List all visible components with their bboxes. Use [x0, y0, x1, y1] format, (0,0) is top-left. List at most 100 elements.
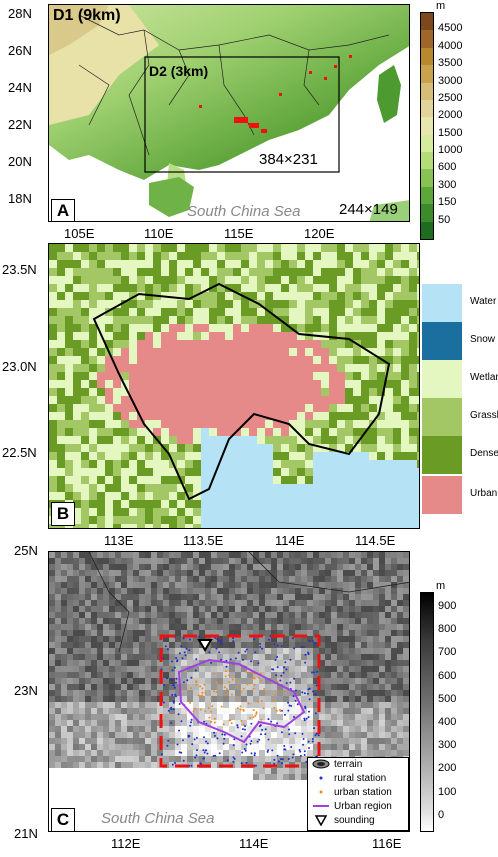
rural-station [291, 756, 294, 759]
urban-station [228, 674, 231, 677]
rural-station [314, 642, 317, 645]
rural-station [296, 703, 299, 706]
colorbar-a-tick: 1500 [438, 126, 463, 139]
rural-station [285, 668, 288, 671]
rural-station [215, 647, 218, 650]
rural-station [173, 666, 176, 669]
rural-station [277, 760, 280, 763]
colorbar-a-segment [421, 47, 433, 66]
rural-station [220, 642, 223, 645]
urban-station [226, 688, 228, 691]
rural-station [226, 759, 229, 762]
rural-station [245, 743, 248, 746]
lat-tick: 22N [8, 117, 32, 132]
rural-station [311, 671, 313, 674]
rural-station [250, 752, 253, 755]
legend-label: Snow ice [470, 334, 498, 345]
rural-station [276, 656, 279, 658]
rural-station [255, 764, 257, 767]
rural-station [171, 694, 174, 696]
rural-station [288, 704, 291, 707]
rural-station [244, 728, 246, 731]
legend-swatch-grassland [422, 398, 462, 436]
urban-station [201, 687, 204, 690]
rural-station [259, 646, 262, 648]
rural-station [280, 758, 282, 761]
panel-letter-a: A [51, 199, 75, 221]
legend-label: Wetlands [470, 372, 498, 383]
colorbar-c-tick: 300 [438, 739, 457, 752]
colorbar-a-tick: 50 [438, 213, 451, 226]
rural-station [307, 653, 310, 656]
legend-label: Grassland [470, 410, 498, 421]
rural-station [307, 740, 310, 743]
rural-station [166, 744, 169, 747]
rural-station [178, 703, 181, 705]
lat-tick: 23.0N [2, 359, 37, 374]
colorbar-a-segment [421, 221, 433, 239]
rural-station [241, 751, 244, 754]
urban-station [228, 681, 231, 684]
urban-station [211, 705, 214, 708]
rural-station [171, 763, 174, 766]
urban-station [213, 690, 216, 693]
rural-station [190, 764, 193, 767]
rural-station [267, 749, 270, 752]
urban-station [195, 683, 198, 686]
rural-station [171, 669, 174, 672]
rural-station [260, 733, 262, 736]
rural-station [305, 717, 308, 720]
rural-station [303, 754, 306, 756]
rural-station [221, 733, 224, 736]
lat-tick: 23N [14, 683, 38, 698]
colorbar-a-tick: 2000 [438, 109, 463, 122]
rural-station [236, 726, 239, 729]
urban-station [253, 677, 256, 680]
rural-station [218, 651, 221, 654]
urban-station [245, 670, 248, 673]
rural-station [194, 669, 197, 672]
rural-station [175, 677, 178, 680]
rural-station [244, 650, 247, 653]
colorbar-a-tick: 2500 [438, 91, 463, 104]
lon-tick: 114.5E [355, 533, 396, 548]
rural-station [236, 724, 239, 727]
rural-station [254, 651, 257, 654]
lon-tick: 114E [239, 836, 269, 851]
rural-station [177, 713, 180, 716]
rural-station [250, 722, 253, 725]
legend-row-rural: rural station [308, 772, 408, 786]
d2-size: 384×231 [259, 151, 318, 168]
colorbar-c-tick: 200 [438, 762, 457, 775]
rural-station [273, 643, 276, 646]
rural-station [178, 652, 181, 655]
rural-station [292, 753, 295, 756]
rural-station [283, 666, 285, 669]
panel-a-terrain [49, 5, 409, 221]
rural-station [175, 681, 177, 684]
rural-station [264, 733, 267, 736]
rural-station [282, 671, 285, 674]
legend-swatch-dense-tree [422, 436, 462, 474]
colorbar-a-tick: 3500 [438, 57, 463, 70]
rural-station [173, 686, 176, 689]
urban-station [210, 710, 213, 713]
urban-station [210, 697, 213, 700]
urban-station [180, 687, 183, 690]
rural-station [170, 706, 173, 709]
urban-station [194, 707, 197, 710]
rural-station [187, 735, 190, 738]
rural-station [280, 731, 283, 734]
urban-station [199, 708, 202, 711]
lat-tick: 25N [14, 543, 38, 558]
urban-station [264, 692, 267, 695]
rural-station [232, 640, 235, 643]
rural-station [315, 732, 318, 735]
rural-station [261, 728, 264, 731]
rural-station [307, 651, 310, 654]
rural-station [283, 745, 286, 747]
rural-station [213, 734, 216, 737]
rural-station [166, 677, 169, 680]
urban-station [199, 685, 202, 688]
urban-station [249, 682, 252, 685]
